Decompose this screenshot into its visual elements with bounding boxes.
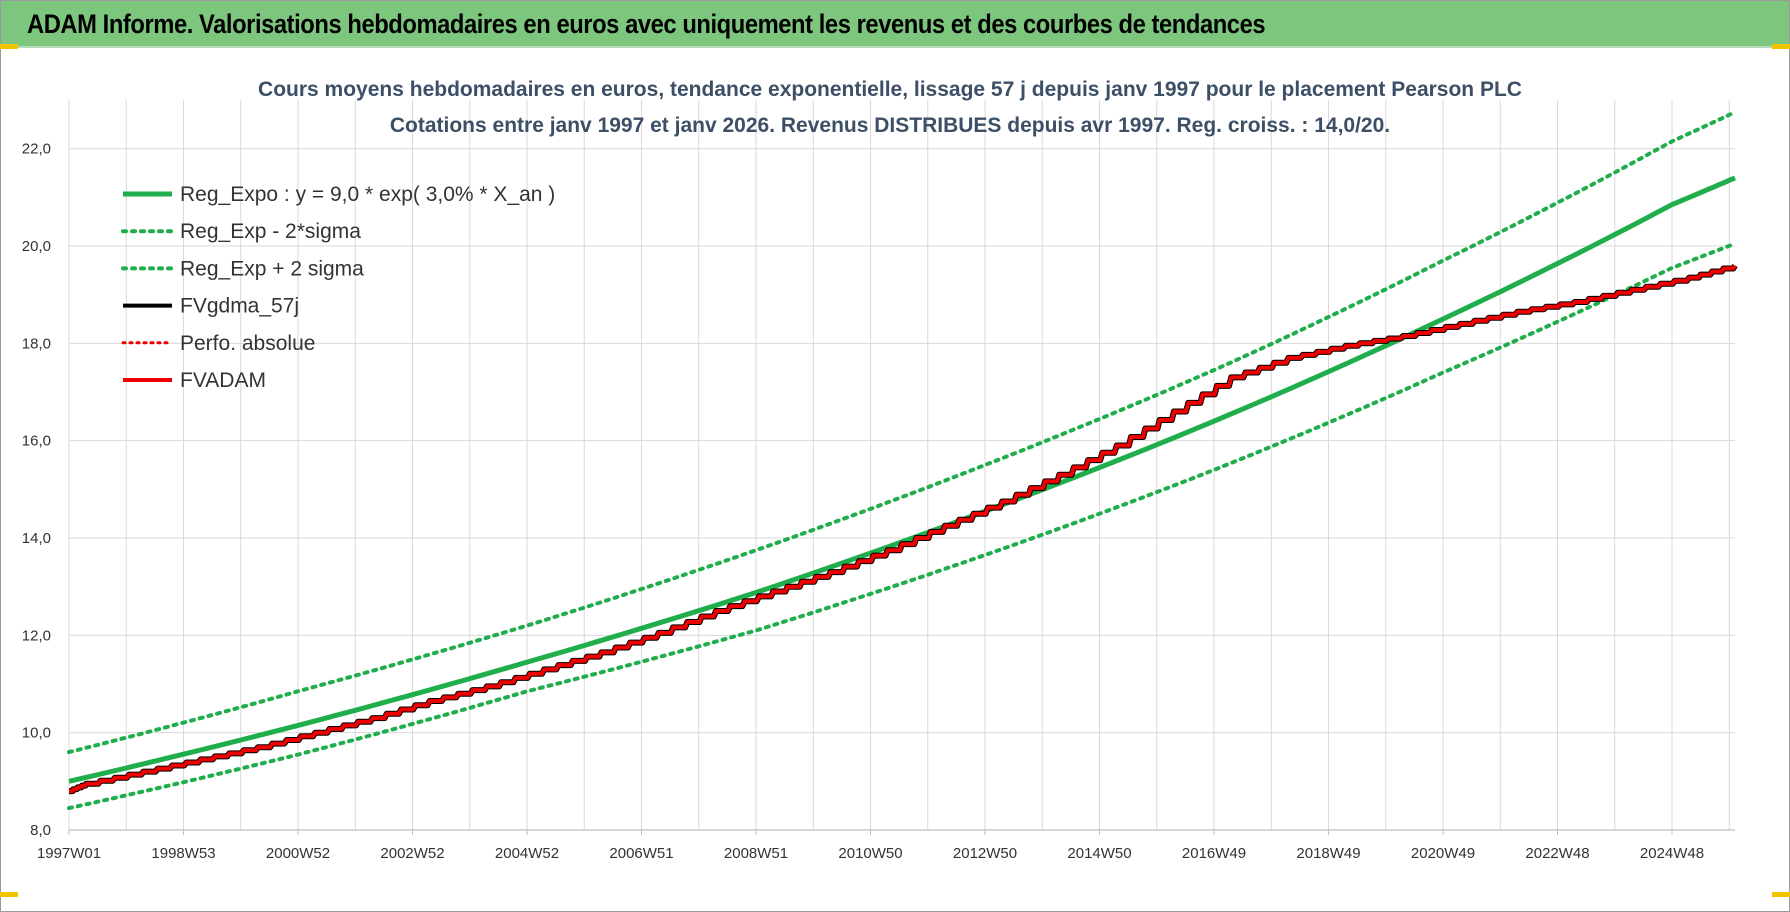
legend-label-3: FVgdma_57j xyxy=(180,295,299,318)
y-tick-label: 8,0 xyxy=(30,822,51,839)
series-line-3 xyxy=(69,264,1738,795)
corner-marker-bottom-left xyxy=(0,892,18,897)
series-line-2 xyxy=(67,110,1737,755)
legend: Reg_Expo : y = 9,0 * exp( 3,0% * X_an ) R… xyxy=(121,183,555,392)
x-tick-label: 2024W48 xyxy=(1640,845,1704,862)
x-tick-label: 2014W50 xyxy=(1067,845,1131,862)
y-tick-label: 12,0 xyxy=(22,627,51,644)
corner-marker-bottom-right xyxy=(1772,892,1790,897)
legend-label-4: Perfo. absolue xyxy=(180,332,315,355)
x-axis-ticks: 1997W01 1998W53 2000W52 2002W52 2004W52 2006W… xyxy=(37,830,1704,862)
legend-label-5: FVADAM xyxy=(180,369,266,392)
y-tick-label: 14,0 xyxy=(22,530,51,547)
x-tick-label: 2010W50 xyxy=(838,845,902,862)
report-title: ADAM Informe. Valorisations hebdomadaire… xyxy=(27,9,1266,39)
series-line-5 xyxy=(69,264,1737,794)
chart-title-line-2: Cotations entre janv 1997 et janv 2026. … xyxy=(390,114,1390,137)
series-lines xyxy=(67,110,1738,811)
y-tick-label: 18,0 xyxy=(22,335,51,352)
x-tick-label: 2020W49 xyxy=(1411,845,1475,862)
report-header: ADAM Informe. Valorisations hebdomadaire… xyxy=(1,1,1789,48)
legend-label-2: Reg_Exp + 2 sigma xyxy=(180,257,364,280)
y-tick-label: 10,0 xyxy=(22,725,51,742)
x-tick-label: 2018W49 xyxy=(1296,845,1360,862)
x-tick-label: 1998W53 xyxy=(151,845,215,862)
corner-marker-top-right xyxy=(1772,44,1790,49)
x-tick-label: 2000W52 xyxy=(266,845,330,862)
x-tick-label: 2006W51 xyxy=(609,845,673,862)
chart-title-line-1: Cours moyens hebdomadaires en euros, ten… xyxy=(258,78,1522,101)
series-line-1 xyxy=(67,241,1737,811)
y-tick-label: 22,0 xyxy=(22,141,51,158)
x-tick-label: 1997W01 xyxy=(37,845,101,862)
y-tick-label: 16,0 xyxy=(22,433,51,450)
x-tick-label: 2012W50 xyxy=(953,845,1017,862)
x-tick-label: 2022W48 xyxy=(1525,845,1589,862)
x-tick-label: 2016W49 xyxy=(1182,845,1246,862)
corner-marker-top-left xyxy=(0,44,18,49)
x-tick-label: 2004W52 xyxy=(495,845,559,862)
y-tick-label: 20,0 xyxy=(22,238,51,255)
legend-label-0: Reg_Expo : y = 9,0 * exp( 3,0% * X_an ) xyxy=(180,183,555,206)
x-tick-label: 2008W51 xyxy=(724,845,788,862)
legend-label-1: Reg_Exp - 2*sigma xyxy=(180,220,361,243)
y-axis-ticks: 8,0 10,0 12,0 14,0 16,0 18,0 20,0 22,0 xyxy=(22,141,51,839)
x-tick-label: 2002W52 xyxy=(380,845,444,862)
